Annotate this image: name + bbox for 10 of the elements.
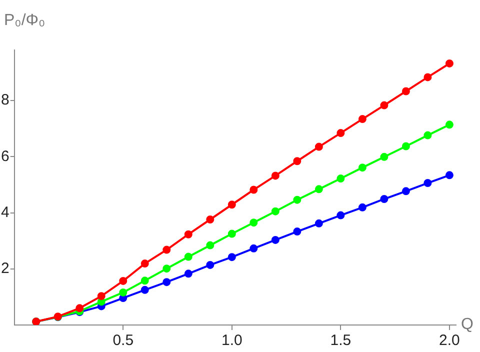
x-tick-label: 1.5 [330,332,352,350]
x-tick-label: 2.0 [439,332,460,350]
y-tick-label: 6 [1,148,10,165]
y-axis-title: P₀/Φ₀ [4,12,46,30]
x-tick-label: 0.5 [112,332,134,350]
x-tick-label: 1.0 [221,332,242,350]
y-tick-label: 8 [1,92,10,109]
y-tick-label: 2 [1,260,10,278]
y-tick-label: 4 [1,204,10,221]
x-axis-title: Q [461,316,474,334]
